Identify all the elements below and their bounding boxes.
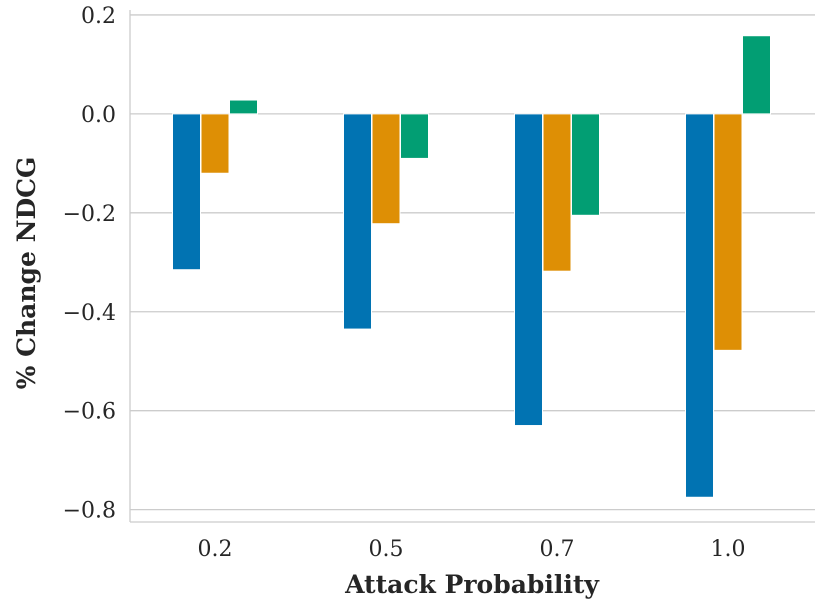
x-tick-label: 0.5: [369, 537, 404, 562]
bar-series-1-0.7: [514, 113, 543, 427]
x-tick-label: 1.0: [711, 537, 746, 562]
x-tick-label: 0.7: [540, 537, 575, 562]
bar-series-3-1.0: [742, 35, 771, 115]
bar-series-3-0.2: [229, 99, 258, 115]
x-tick-labels: 0.2 0.5 0.7 1.0: [198, 537, 746, 562]
bar-series-2-0.5: [371, 113, 401, 225]
y-tick-label: 0.0: [81, 103, 116, 128]
bar-series-2-0.2: [200, 113, 230, 174]
y-tick-label: −0.4: [63, 301, 116, 326]
y-tick-label: −0.6: [63, 400, 116, 425]
bar-series-1-1.0: [685, 113, 714, 498]
y-tick-label: −0.2: [63, 202, 116, 227]
bar-series-2-1.0: [713, 113, 743, 351]
bar-series-3-0.5: [400, 113, 429, 159]
bar-series-2-0.7: [542, 113, 572, 272]
bar-series-3-0.7: [571, 113, 600, 216]
x-tick-label: 0.2: [198, 537, 233, 562]
bar-series-1-0.5: [343, 113, 372, 330]
y-tick-label: 0.2: [81, 4, 116, 29]
bars: [172, 35, 771, 498]
y-axis-title: % Change NDCG: [12, 157, 41, 390]
y-tick-labels: 0.2 0.0 −0.2 −0.4 −0.6 −0.8: [63, 4, 116, 524]
bar-series-1-0.2: [172, 113, 201, 271]
y-tick-label: −0.8: [63, 499, 116, 524]
x-axis-title: Attack Probability: [344, 570, 600, 599]
